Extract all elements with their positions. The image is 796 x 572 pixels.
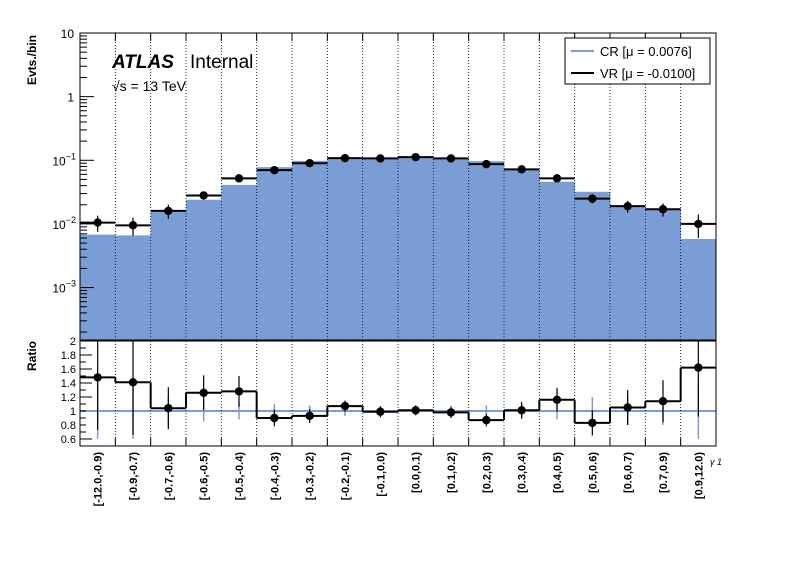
ratio-point — [199, 388, 208, 397]
cr-bar — [610, 206, 646, 340]
atlas-label: ATLAS Internal √s = 13 TeV — [111, 52, 253, 94]
atlas-label-status: Internal — [190, 52, 253, 73]
ratio-point — [552, 395, 562, 404]
legend-cr-label: CR [μ = 0.0076] — [600, 44, 692, 59]
vr-point — [305, 158, 314, 168]
ratio-point — [694, 363, 703, 372]
vr-point — [623, 201, 632, 211]
x-tick-label: [0.3,0.4) — [517, 452, 529, 493]
vr-point — [270, 165, 279, 175]
ratio-point — [305, 411, 314, 421]
ratio-y-tick-label: 0.8 — [61, 420, 76, 432]
ratio-point — [482, 415, 491, 425]
x-tick-label: [-12.0,-0.9) — [93, 452, 105, 507]
cr-bar — [150, 211, 187, 340]
ratio-y-tick-label: 0.6 — [61, 434, 76, 446]
cr-bar — [292, 160, 328, 340]
ratio-point — [340, 401, 350, 411]
legend: CR [μ = 0.0076] VR [μ = -0.0100] — [564, 37, 711, 85]
vr-point — [164, 206, 173, 216]
cr-bar — [574, 191, 611, 340]
cr-bar — [362, 158, 399, 340]
cr-bar — [186, 199, 222, 340]
vr-point — [694, 219, 703, 229]
y-axis-label-main: Evts./bin — [25, 35, 39, 85]
x-tick-label: [0.1,0.2) — [446, 452, 458, 493]
cr-bar — [115, 235, 152, 340]
y-tick-label: 10−2 — [52, 215, 76, 232]
ratio-y-tick-label: 1.8 — [61, 350, 76, 362]
ratio-point — [93, 373, 102, 382]
ratio-point — [376, 407, 385, 416]
cr-bar — [539, 181, 576, 340]
ratio-point — [270, 413, 279, 423]
x-tick-label: [0.7,0.9) — [658, 452, 670, 493]
ratio-y-tick-label: 2 — [70, 336, 76, 348]
vr-point — [411, 152, 420, 162]
vr-point — [588, 194, 597, 203]
y-tick-label: 10−3 — [52, 279, 76, 296]
ratio-point — [128, 378, 138, 387]
x-tick-label: [-0.3,-0.2) — [305, 452, 317, 501]
ratio-point — [164, 404, 173, 413]
vr-point — [552, 174, 562, 183]
y-tick-label: 10−1 — [52, 151, 76, 168]
ratio-point — [588, 418, 597, 428]
vr-point — [446, 154, 456, 163]
x-tick-label: [-0.2,-0.1) — [340, 452, 352, 501]
y-tick-label: 10 — [61, 27, 75, 41]
ratio-point — [411, 406, 420, 415]
ratio-y-tick-label: 1.6 — [61, 364, 76, 376]
ratio-y-tick-label: 1.2 — [61, 392, 76, 404]
cr-bar — [256, 167, 293, 340]
ratio-y-tick-label: 1 — [70, 406, 76, 418]
ratio-point — [446, 408, 456, 417]
ratio-y-tick-label: 1.4 — [61, 378, 76, 390]
x-tick-label: [-0.5,-0.4) — [234, 452, 246, 501]
vr-point — [199, 191, 208, 200]
cr-bar — [468, 161, 505, 340]
cr-bar — [680, 238, 717, 340]
vr-point — [234, 174, 244, 183]
x-tick-label: [0.4,0.5) — [552, 452, 564, 493]
cr-bar — [327, 158, 364, 340]
vr-point — [93, 218, 102, 227]
cr-bar — [221, 184, 258, 340]
vr-point — [340, 153, 350, 163]
ratio-panel: 0.6 0.8 1 1.2 1.4 1.6 1.8 2 [-12.0,-0.9) [-0.9,-0… — [61, 336, 717, 507]
cr-bar — [398, 157, 434, 340]
x-tick-label: [0.2,0.3) — [481, 452, 493, 493]
energy-label: √s = 13 TeV — [112, 78, 187, 94]
vr-point — [517, 165, 526, 174]
legend-box — [564, 37, 711, 85]
x-tick-label: [-0.4,-0.3) — [269, 452, 281, 501]
x-tick-label: [0.0,0.1) — [411, 452, 423, 493]
cr-bar — [645, 209, 682, 340]
x-tick-label: [-0.7,-0.6) — [163, 452, 175, 501]
y-axis-label-ratio: Ratio — [25, 341, 39, 371]
x-tick-label: [0.9,12.0) — [693, 452, 705, 499]
x-tick-label: [-0.1,0.0) — [375, 452, 387, 497]
x-tick-label: [-0.6,-0.5) — [199, 452, 211, 501]
ratio-point — [623, 403, 632, 412]
x-tick-label: [0.6,0.7) — [623, 452, 635, 493]
main-panel: 10−3 10−2 10−1 1 10 — [52, 27, 717, 341]
x-tick-label: [0.5,0.6) — [587, 452, 599, 493]
atlas-label-experiment: ATLAS — [111, 52, 174, 73]
ratio-point — [517, 406, 526, 415]
vr-point — [658, 205, 668, 214]
ratio-point — [234, 387, 244, 396]
x-tick-label: [-0.9,-0.7) — [128, 452, 140, 501]
legend-vr-label: VR [μ = -0.0100] — [600, 66, 695, 81]
cr-bar — [504, 170, 540, 340]
vr-point — [376, 154, 385, 163]
y-tick-label: 1 — [67, 91, 74, 105]
vr-point — [128, 221, 138, 230]
ratio-point — [658, 397, 668, 406]
vr-point — [482, 159, 491, 169]
x-axis-label: γ 1 — [710, 457, 722, 467]
cr-bar — [433, 158, 470, 340]
